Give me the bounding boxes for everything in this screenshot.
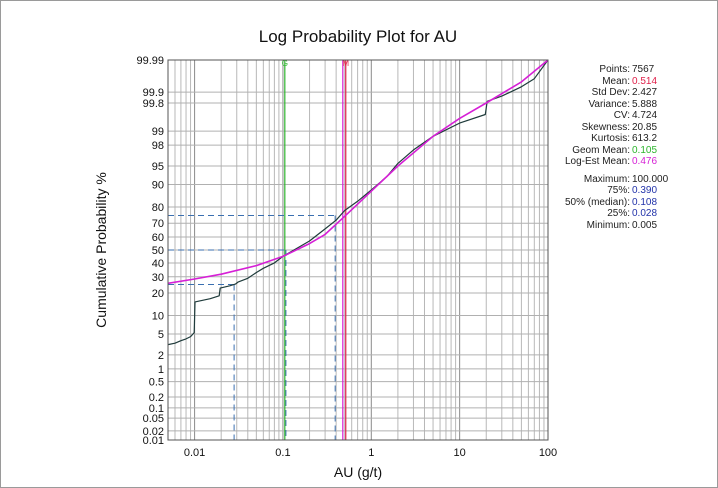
- stat-value: 0.476: [632, 156, 658, 167]
- plot-border: [167, 59, 549, 441]
- stat-label: Geom Mean:: [572, 144, 630, 156]
- y-tick-label: 0.01: [143, 435, 164, 447]
- series-lines: [167, 59, 549, 346]
- stat-row: Skewness: 20.85: [548, 122, 718, 134]
- stat-label: Points:: [599, 64, 630, 75]
- stat-value: 0.105: [632, 144, 658, 156]
- x-tick-label: 0.1: [275, 447, 290, 459]
- stat-label: CV:: [613, 110, 630, 121]
- stat-value: 7567: [632, 64, 655, 75]
- vertical-marker-label: G: [282, 59, 288, 68]
- stat-row: Minimum: 0.005: [548, 220, 718, 232]
- x-tick-label: 1: [368, 447, 374, 459]
- stat-row: Points: 7567: [548, 64, 718, 76]
- y-tick-label: 10: [152, 310, 164, 322]
- y-tick-label: 99.99: [136, 55, 164, 67]
- stat-row: CV: 4.724: [548, 110, 718, 122]
- stat-value: 20.85: [632, 121, 658, 133]
- stat-row: 25%: 0.028: [548, 208, 718, 220]
- y-tick-label: 20: [152, 288, 164, 300]
- stat-value: 613.2: [632, 133, 658, 144]
- x-tick-label: 100: [539, 447, 557, 459]
- stat-row: 75%: 0.390: [548, 185, 718, 197]
- percentile-guides: [168, 215, 336, 440]
- stat-value: 5.888: [632, 98, 658, 110]
- y-tick-label: 60: [152, 232, 164, 244]
- y-tick-label: 0.02: [143, 426, 164, 438]
- y-tick-label: 98: [152, 140, 164, 152]
- grid: [167, 59, 549, 441]
- x-tick-label: 10: [454, 447, 466, 459]
- tick-labels: 0.010.020.050.10.20.51251020304050607080…: [136, 55, 557, 459]
- stat-label: Skewness:: [581, 121, 630, 133]
- y-tick-label: 0.1: [149, 403, 164, 415]
- stat-value: 4.724: [632, 110, 658, 121]
- y-tick-label: 80: [152, 202, 164, 214]
- stat-value: 0.390: [632, 185, 658, 196]
- stat-label: Mean:: [602, 75, 630, 87]
- y-tick-label: 70: [152, 218, 164, 230]
- stat-label: Std Dev:: [591, 87, 630, 98]
- stat-row: Geom Mean: 0.105: [548, 145, 718, 157]
- stat-row: 50% (median): 0.108: [548, 197, 718, 209]
- y-tick-label: 0.05: [143, 413, 164, 425]
- x-axis-label: AU (g/t): [334, 464, 382, 480]
- stat-row: Mean: 0.514: [548, 76, 718, 88]
- stat-value: 0.005: [632, 219, 658, 231]
- stat-label: Log-Est Mean:: [564, 156, 630, 167]
- stat-row: Std Dev: 2.427: [548, 87, 718, 99]
- y-tick-label: 5: [158, 329, 164, 341]
- stat-value: 2.427: [632, 87, 658, 98]
- stat-row: Kurtosis: 613.2: [548, 133, 718, 145]
- stat-row: Log-Est Mean: 0.476: [548, 156, 718, 168]
- chart-title: Log Probability Plot for AU: [259, 27, 457, 46]
- stat-value: 0.108: [632, 196, 658, 208]
- log-normal-fit-line: [167, 59, 549, 285]
- y-tick-label: 40: [152, 258, 164, 270]
- y-tick-label: 90: [152, 180, 164, 192]
- y-tick-label: 95: [152, 161, 164, 173]
- y-tick-label: 50: [152, 245, 164, 257]
- stat-label: 25%:: [607, 208, 630, 219]
- stat-label: Variance:: [588, 98, 630, 110]
- x-tick-label: 0.01: [184, 447, 205, 459]
- y-tick-label: 0.5: [149, 377, 164, 389]
- statistics-panel: Points: 7567 Mean: 0.514 Std Dev: 2.427 Varian…: [548, 64, 718, 231]
- stat-value: 0.028: [632, 208, 658, 219]
- stat-label: Maximum:: [583, 173, 630, 185]
- stat-label: 75%:: [607, 185, 630, 196]
- stat-row: Maximum: 100.000: [548, 174, 718, 186]
- stat-value: 0.514: [632, 75, 658, 87]
- y-tick-label: 99.9: [143, 87, 164, 99]
- y-tick-label: 30: [152, 272, 164, 284]
- y-axis-label: Cumulative Probability %: [93, 172, 109, 328]
- stat-label: Kurtosis:: [591, 133, 630, 144]
- y-tick-label: 1: [158, 364, 164, 376]
- stat-value: 100.000: [632, 173, 669, 185]
- y-tick-label: 99: [152, 126, 164, 138]
- stat-label: 50% (median):: [564, 196, 630, 208]
- stat-label: Minimum:: [586, 219, 630, 231]
- y-tick-label: 2: [158, 350, 164, 362]
- stat-row: Variance: 5.888: [548, 99, 718, 111]
- vertical-marker-label: M: [342, 59, 349, 68]
- y-tick-label: 0.2: [149, 392, 164, 404]
- y-tick-label: 99.8: [143, 98, 164, 110]
